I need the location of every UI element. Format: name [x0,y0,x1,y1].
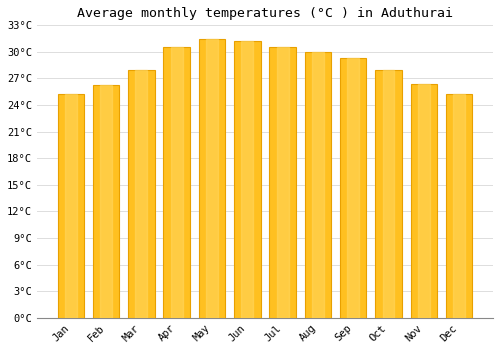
Bar [270,47,296,318]
Bar [128,70,154,318]
Bar [198,40,225,318]
Bar [340,58,366,318]
Bar [347,58,359,318]
Title: Average monthly temperatures (°C ) in Aduthurai: Average monthly temperatures (°C ) in Ad… [77,7,453,20]
Bar [382,70,394,318]
Bar [93,85,120,318]
Bar [65,94,76,318]
Bar [234,41,260,318]
Bar [304,52,331,318]
Bar [100,85,112,318]
Bar [164,48,190,318]
Bar [418,84,430,318]
Bar [58,94,84,318]
Bar [242,41,253,318]
Bar [206,40,218,318]
Bar [136,70,147,318]
Bar [375,70,402,318]
Bar [446,93,472,318]
Bar [312,52,324,318]
Bar [453,93,465,318]
Bar [410,84,437,318]
Bar [276,47,288,318]
Bar [170,48,182,318]
